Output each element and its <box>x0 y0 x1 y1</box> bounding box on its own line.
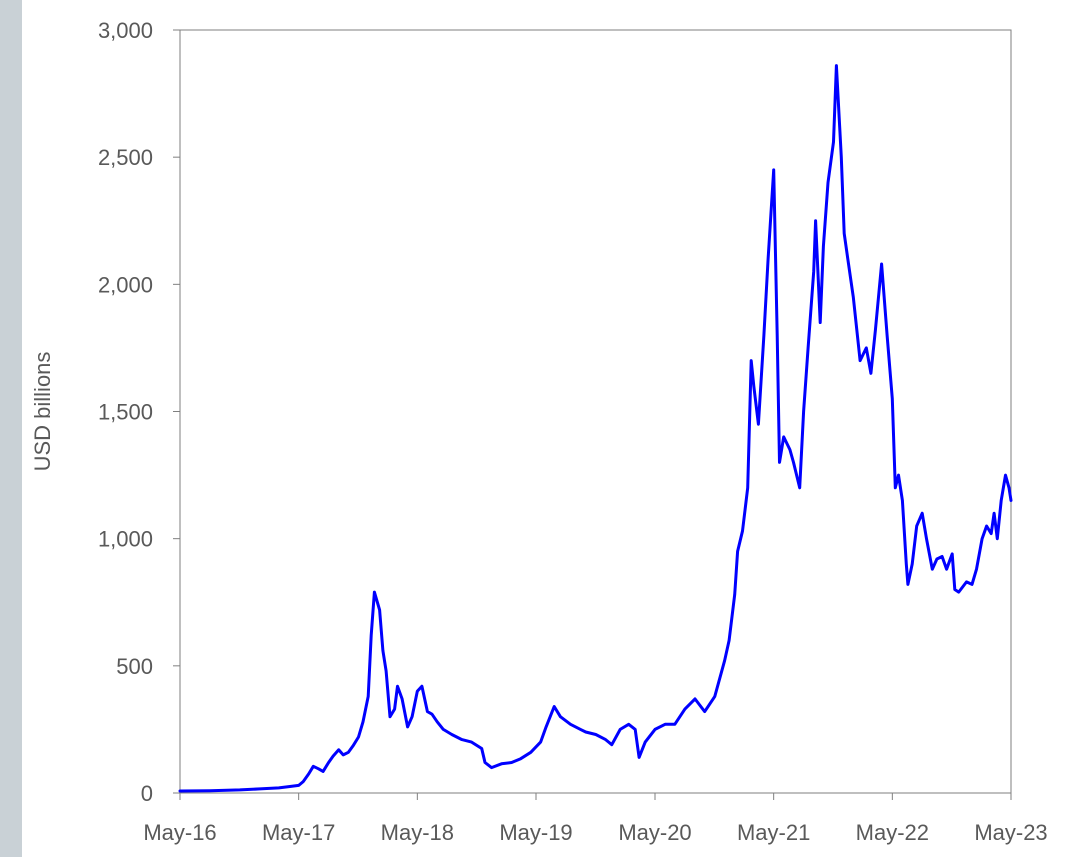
y-tick-label: 2,000 <box>98 272 153 297</box>
y-tick-label: 2,500 <box>98 145 153 170</box>
y-tick-label: 0 <box>141 781 153 806</box>
series-line <box>178 64 1013 793</box>
x-tick-label: May-23 <box>974 820 1047 845</box>
plot-area <box>179 29 1012 794</box>
y-tick-label: 1,000 <box>98 527 153 552</box>
y-tick-label: 3,000 <box>98 18 153 43</box>
y-tick-label: 1,500 <box>98 400 153 425</box>
background-accent <box>0 0 22 857</box>
series-layer <box>178 64 1013 793</box>
x-tick-label: May-20 <box>618 820 691 845</box>
x-axis: May-16 May-17 May-18 May-19 May-20 May-21 May-… <box>143 793 1048 845</box>
x-tick-label: May-16 <box>143 820 216 845</box>
y-axis-title: USD billions <box>30 352 55 472</box>
chart-panel <box>22 0 1074 857</box>
x-tick-label: May-19 <box>499 820 572 845</box>
y-tick-label: 500 <box>116 654 153 679</box>
x-tick-label: May-17 <box>262 820 335 845</box>
x-tick-label: May-21 <box>737 820 810 845</box>
y-axis: 0 500 1,000 1,500 2,000 2,500 3,000 <box>98 18 180 806</box>
x-tick-label: May-18 <box>381 820 454 845</box>
x-tick-label: May-22 <box>856 820 929 845</box>
